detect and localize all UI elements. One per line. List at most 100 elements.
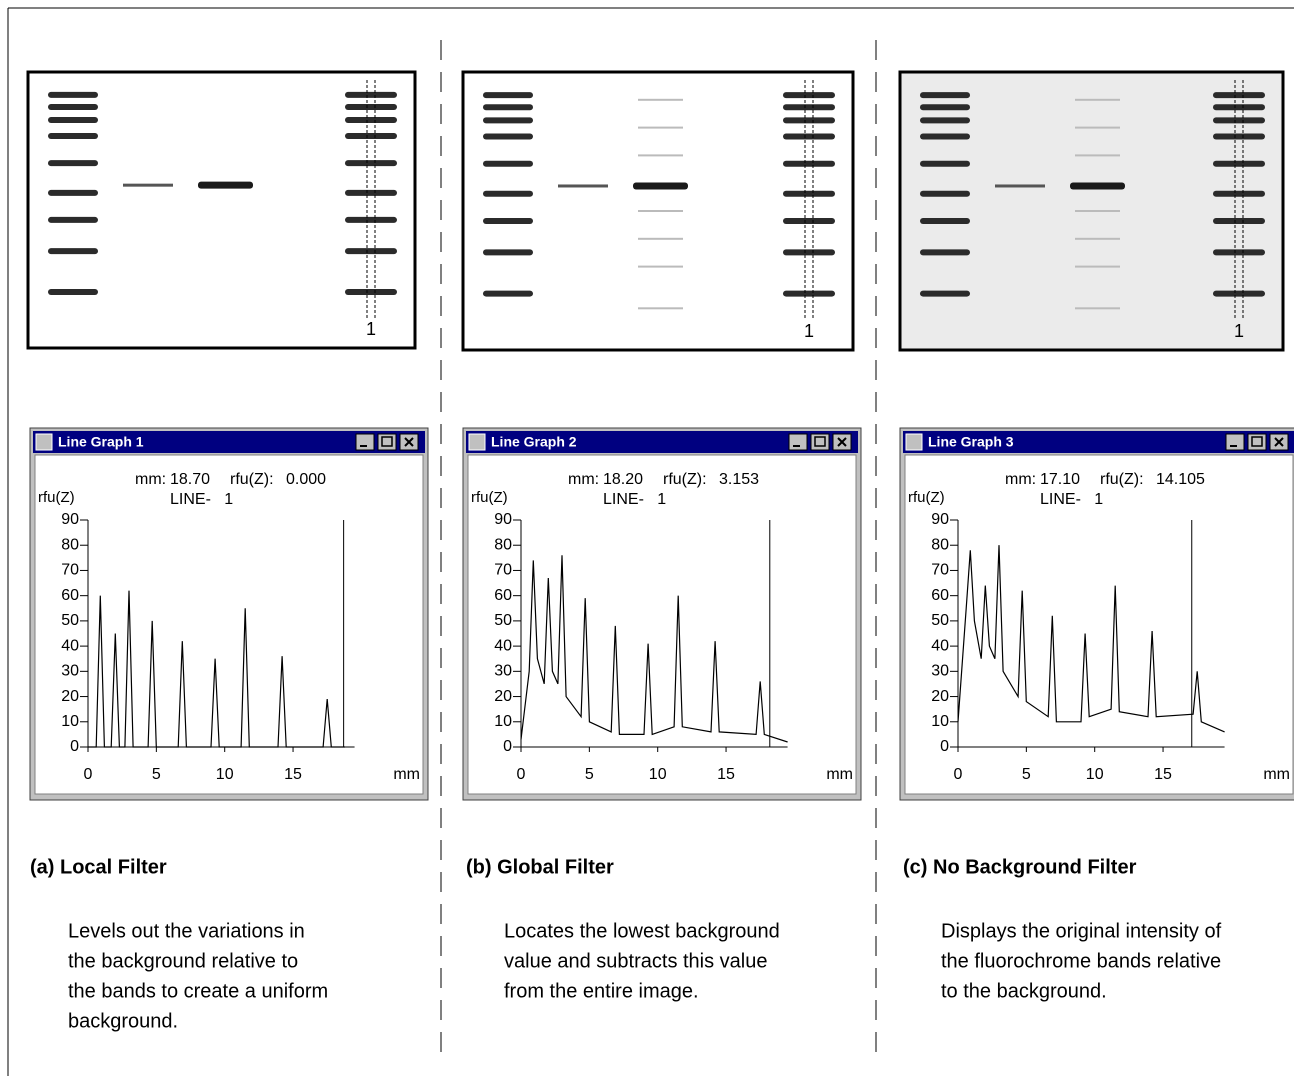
y-tick-label: 0 (940, 738, 949, 755)
gel-band (638, 210, 683, 212)
gel-band (48, 217, 98, 223)
gel-band (783, 117, 835, 123)
x-tick-label: 15 (1154, 766, 1172, 783)
caption-title: (b) Global Filter (466, 856, 614, 878)
y-tick-label: 50 (61, 612, 79, 629)
y-tick-label: 10 (494, 713, 512, 730)
gel-band (638, 127, 683, 129)
y-tick-label: 60 (494, 587, 512, 604)
gel-band (1213, 133, 1265, 139)
y-tick-label: 80 (61, 536, 79, 553)
y-tick-label: 80 (494, 536, 512, 553)
gel-band (783, 218, 835, 224)
gel-band (483, 161, 533, 167)
lane-label: 1 (804, 321, 814, 341)
gel-band (995, 184, 1045, 187)
x-tick-label: 5 (152, 766, 161, 783)
gel-band (483, 218, 533, 224)
minimize-button[interactable] (356, 434, 374, 450)
y-tick-label: 50 (931, 612, 949, 629)
caption-body: Levels out the variations in (68, 920, 305, 942)
gel-band (483, 133, 533, 139)
caption-body: value and subtracts this value (504, 950, 768, 972)
caption-body: from the entire image. (504, 980, 699, 1002)
gel-band (198, 182, 253, 189)
gel-band (48, 190, 98, 196)
gel-band (920, 92, 970, 98)
y-axis-label: rfu(Z) (471, 489, 508, 506)
page: 1Line Graph 1mm:18.70rfu(Z):0.000LINE- 1… (0, 0, 1294, 1076)
gel-band (48, 289, 98, 295)
window-icon (469, 434, 485, 450)
line-label: LINE- 1 (603, 491, 666, 508)
gel-band (483, 291, 533, 297)
caption-title: (c) No Background Filter (903, 856, 1137, 878)
x-tick-label: 15 (717, 766, 735, 783)
gel-band (345, 133, 397, 139)
readout-label: rfu(Z): (1100, 471, 1144, 488)
y-tick-label: 70 (494, 562, 512, 579)
x-tick-label: 0 (84, 766, 93, 783)
caption-title: (a) Local Filter (30, 856, 167, 878)
caption-body: the fluorochrome bands relative (941, 950, 1221, 972)
readout-value: 18.70 (170, 471, 210, 488)
gel-band (783, 191, 835, 197)
y-tick-label: 60 (931, 587, 949, 604)
x-tick-label: 0 (517, 766, 526, 783)
gel-image (28, 72, 415, 348)
caption-body: the bands to create a uniform (68, 980, 328, 1002)
gel-band (483, 92, 533, 98)
window-title: Line Graph 1 (58, 434, 144, 450)
readout-label: mm: (568, 471, 599, 488)
gel-band (123, 184, 173, 187)
line-label: LINE- 1 (1040, 491, 1103, 508)
minimize-button[interactable] (1226, 434, 1244, 450)
x-axis-label: mm (826, 766, 853, 783)
gel-band (345, 117, 397, 123)
x-tick-label: 5 (585, 766, 594, 783)
x-tick-label: 5 (1022, 766, 1031, 783)
gel-band (920, 117, 970, 123)
readout-value: 3.153 (719, 471, 759, 488)
gel-band (48, 117, 98, 123)
window-title: Line Graph 3 (928, 434, 1014, 450)
y-tick-label: 20 (494, 688, 512, 705)
y-tick-label: 60 (61, 587, 79, 604)
gel-band (783, 92, 835, 98)
gel-band (345, 104, 397, 110)
gel-band (48, 248, 98, 254)
gel-band (1075, 210, 1120, 212)
y-tick-label: 20 (931, 688, 949, 705)
y-tick-label: 80 (931, 536, 949, 553)
gel-band (1213, 249, 1265, 255)
gel-band (920, 249, 970, 255)
gel-band (633, 182, 688, 189)
y-tick-label: 10 (931, 713, 949, 730)
x-tick-label: 15 (284, 766, 302, 783)
y-tick-label: 0 (70, 738, 79, 755)
gel-band (483, 191, 533, 197)
gel-band (483, 249, 533, 255)
gel-band (920, 104, 970, 110)
readout-label: rfu(Z): (230, 471, 274, 488)
readout-label: mm: (1005, 471, 1036, 488)
gel-band (1070, 182, 1125, 189)
gel-band (638, 238, 683, 240)
figure: 1Line Graph 1mm:18.70rfu(Z):0.000LINE- 1… (0, 0, 1294, 1076)
gel-band (1213, 104, 1265, 110)
caption-body: to the background. (941, 980, 1107, 1002)
y-tick-label: 0 (503, 738, 512, 755)
window-icon (906, 434, 922, 450)
caption-body: the background relative to (68, 950, 298, 972)
gel-band (345, 190, 397, 196)
x-tick-label: 10 (216, 766, 234, 783)
caption-body: Locates the lowest background (504, 920, 780, 942)
y-axis-label: rfu(Z) (908, 489, 945, 506)
gel-band (483, 117, 533, 123)
y-tick-label: 30 (494, 663, 512, 680)
gel-band (1213, 191, 1265, 197)
gel-band (1213, 161, 1265, 167)
gel-band (48, 92, 98, 98)
minimize-button[interactable] (789, 434, 807, 450)
gel-band (783, 249, 835, 255)
